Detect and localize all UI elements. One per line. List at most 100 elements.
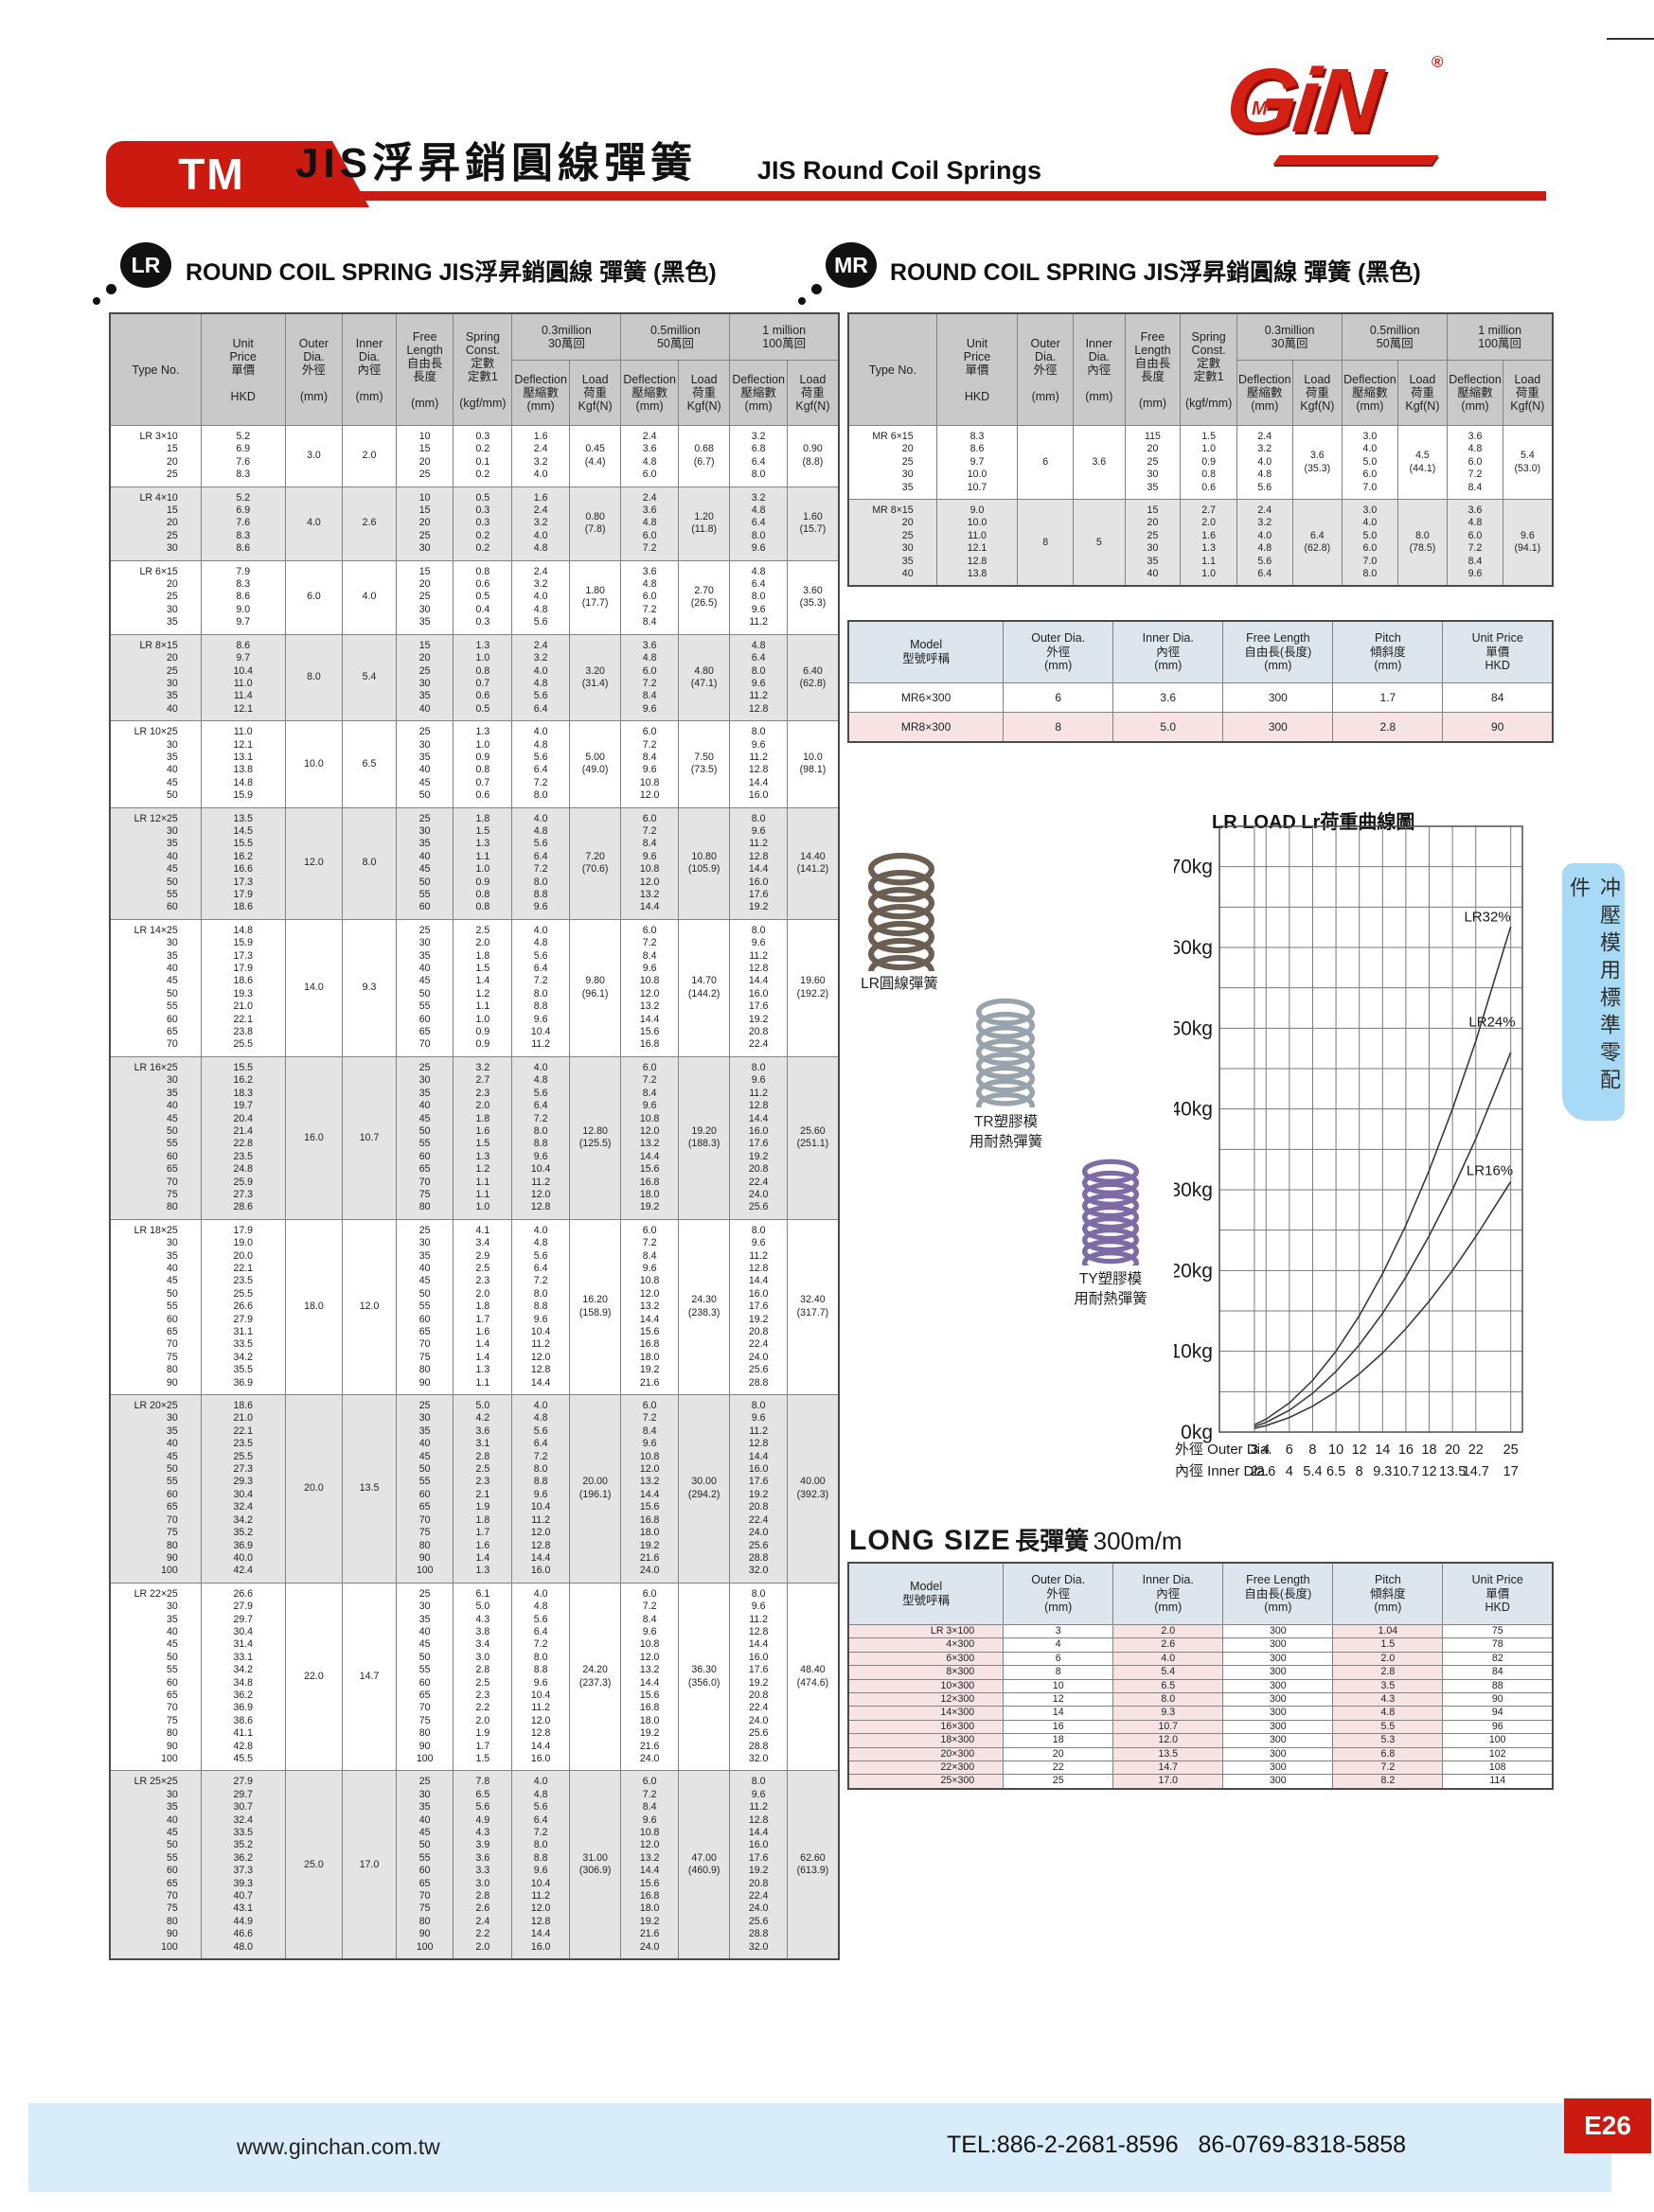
lr-badge-label: LR xyxy=(131,253,161,277)
ty-spring-photo xyxy=(1082,1159,1139,1265)
spec-cell: 2.4 3.2 4.0 4.8 5.6 6.4 xyxy=(511,633,570,722)
spec-cell: 13.5 14.5 15.5 16.2 16.6 17.3 17.9 18.6 xyxy=(200,806,286,920)
spec-cell: 31.00 (306.9) xyxy=(568,1770,622,1960)
table-cell: 20×300 xyxy=(847,1746,1005,1762)
tm-tab: TM xyxy=(106,141,369,207)
spec-row: LR 8×15 20 25 30 35 40 8.6 9.7 10.4 11.0 … xyxy=(109,633,840,722)
spec-cell: 25 30 35 40 45 50 55 60 xyxy=(395,806,454,920)
table-cell: 300 xyxy=(1222,1733,1334,1748)
table-cell: 4 xyxy=(1003,1637,1114,1653)
col-inner-dia: Inner Dia. 內徑 (mm) xyxy=(1072,312,1126,426)
longsize-title-suffix: 300m/m xyxy=(1093,1527,1183,1555)
spec-cell: 1.20 (11.8) xyxy=(677,486,731,561)
table-cell: 300 xyxy=(1222,1678,1334,1694)
table-cell: 96 xyxy=(1442,1719,1554,1735)
svg-text:10: 10 xyxy=(1328,1442,1343,1458)
gin-logo-text: GiN xyxy=(1221,50,1383,151)
col-load: Load 荷重 Kgf(N) xyxy=(1291,360,1343,426)
spec-cell: 25 30 35 40 45 50 55 60 65 70 75 80 90 1… xyxy=(395,1394,454,1584)
table-cell: 25×300 xyxy=(847,1774,1005,1790)
table-cell: 17.0 xyxy=(1112,1774,1224,1790)
spec-cell: 3.2 2.7 2.3 2.0 1.8 1.6 1.5 1.3 1.2 1.1 … xyxy=(453,1055,513,1220)
spec-cell: 25.60 (251.1) xyxy=(786,1055,840,1220)
spec-cell: 8.0 9.6 11.2 12.8 14.4 16.0 17.6 19.2 20… xyxy=(729,1394,788,1584)
lr-spring-label: LR圓線彈簧 xyxy=(861,976,938,992)
table-cell: 300 xyxy=(1222,1665,1334,1680)
spec-cell: 1.80 (17.7) xyxy=(568,559,622,635)
spec-cell: 8.0 9.6 11.2 12.8 14.4 16.0 17.6 19.2 20… xyxy=(729,1582,788,1772)
spec-cell: 6.0 7.2 8.4 9.6 10.8 12.0 13.2 14.4 15.6… xyxy=(620,1218,679,1396)
spec-cell: 2.4 3.6 4.8 6.0 xyxy=(620,425,679,487)
table-cell: 300 xyxy=(1222,1746,1334,1762)
table-cell: 16 xyxy=(1003,1719,1114,1735)
spec-cell: 24.30 (238.3) xyxy=(677,1218,731,1396)
spec-cell: 8.0 9.6 11.2 12.8 14.4 16.0 17.6 19.2 xyxy=(729,806,788,920)
spec-row: LR 14×25 30 35 40 45 50 55 60 65 70 14.8 … xyxy=(109,918,840,1057)
table-cell: 5.3 xyxy=(1332,1733,1444,1748)
table-cell: 300 xyxy=(1222,1637,1334,1653)
table-cell: 300 xyxy=(1222,1761,1334,1776)
spec-cell: 62.60 (613.9) xyxy=(786,1770,840,1960)
spec-cell: 6 xyxy=(1017,424,1074,501)
spec-cell: 6.0 7.2 8.4 9.6 10.8 12.0 13.2 14.4 15.6… xyxy=(620,1770,679,1960)
spec-cell: 9.6 (94.1) xyxy=(1502,499,1554,587)
table-cell: 22 xyxy=(1003,1761,1114,1776)
spec-cell: 19.20 (188.3) xyxy=(677,1055,731,1220)
spec-cell: 3.6 (35.3) xyxy=(1291,424,1343,501)
spec-row: LR 3×10 15 20 25 5.2 6.9 7.6 8.3 3.0 2.0 10 … xyxy=(109,425,840,487)
svg-text:22: 22 xyxy=(1468,1442,1484,1458)
table-cell: 6 xyxy=(1003,682,1114,713)
table-cell: 100 xyxy=(1442,1733,1554,1748)
spec-cell: MR 6×15 20 25 30 35 xyxy=(847,424,937,501)
spec-cell: 0.68 (6.7) xyxy=(677,425,731,487)
spec-cell: 2.0 xyxy=(342,425,397,487)
table-row: 22×300 22 14.7 300 7.2 108 xyxy=(847,1761,1554,1776)
table-cell: 9.3 xyxy=(1112,1706,1224,1721)
spec-cell: MR 8×15 20 25 30 35 40 xyxy=(847,499,937,587)
col-group-03m: 0.3million 30萬回 xyxy=(1236,312,1343,361)
svg-text:2: 2 xyxy=(1251,1464,1258,1478)
table-cell: 6.8 xyxy=(1332,1746,1444,1762)
table-cell: MR8×300 xyxy=(847,712,1005,743)
spec-cell: 3.0 xyxy=(284,425,344,487)
svg-text:12: 12 xyxy=(1352,1442,1367,1458)
svg-text:3: 3 xyxy=(1251,1442,1258,1458)
spec-cell: 17.0 xyxy=(342,1770,397,1960)
table-row: 12×300 12 8.0 300 4.3 90 xyxy=(847,1692,1554,1708)
spec-cell: 4.8 6.4 8.0 9.6 11.2 xyxy=(729,559,788,635)
spec-cell: LR 6×15 20 25 30 35 xyxy=(109,559,202,635)
spec-cell: 3.6 xyxy=(1072,424,1126,501)
spec-cell: LR 22×25 30 35 40 45 50 55 60 65 70 75 8… xyxy=(109,1582,202,1772)
footer-bar xyxy=(28,2103,1611,2192)
table-cell: 10.7 xyxy=(1112,1719,1224,1735)
spec-cell: 2.4 3.2 4.0 4.8 5.6 6.4 xyxy=(1236,499,1293,587)
spec-cell: 8 xyxy=(1017,499,1074,587)
table-row: LR 3×100 3 2.0 300 1.04 75 xyxy=(847,1623,1554,1639)
svg-text:50kg: 50kg xyxy=(1174,1018,1213,1039)
spec-cell: 3.60 (35.3) xyxy=(786,559,840,635)
svg-text:內徑 Inner Dia.: 內徑 Inner Dia. xyxy=(1175,1463,1269,1478)
spec-cell: 2.4 3.2 4.0 4.8 5.6 xyxy=(511,559,570,635)
spec-cell: 5.4 (53.0) xyxy=(1502,424,1554,501)
spec-cell: 14.0 xyxy=(284,918,344,1057)
table-cell: 10 xyxy=(1003,1678,1114,1694)
decorative-dot xyxy=(798,297,806,305)
spec-cell: 4.0 4.8 5.6 6.4 7.2 8.0 xyxy=(511,720,570,808)
footer-website: www.ginchan.com.tw xyxy=(237,2134,440,2159)
spec-cell: 5.4 xyxy=(342,633,397,722)
spec-cell: 14.40 (141.2) xyxy=(786,806,840,920)
col-outer-dia: Outer Dia. 外徑 (mm) xyxy=(284,312,344,426)
svg-text:LR24%: LR24% xyxy=(1468,1015,1515,1031)
col-free-length: Free Length 自由長(長度) (mm) xyxy=(1222,620,1334,683)
spec-cell: 1.3 1.0 0.8 0.7 0.6 0.5 xyxy=(453,633,513,722)
spec-cell: 17.9 19.0 20.0 22.1 23.5 25.5 26.6 27.9 … xyxy=(200,1218,286,1396)
spec-cell: 12.0 xyxy=(342,1218,397,1396)
spec-cell: 24.20 (237.3) xyxy=(568,1582,622,1772)
table-cell: 300 xyxy=(1222,1719,1334,1735)
table-cell: 108 xyxy=(1442,1761,1554,1776)
spec-cell: 9.3 xyxy=(342,918,397,1057)
table-cell: 2.0 xyxy=(1112,1623,1224,1639)
table-cell: 18 xyxy=(1003,1733,1114,1748)
spec-cell: 8.3 8.6 9.7 10.0 10.7 xyxy=(935,424,1019,501)
